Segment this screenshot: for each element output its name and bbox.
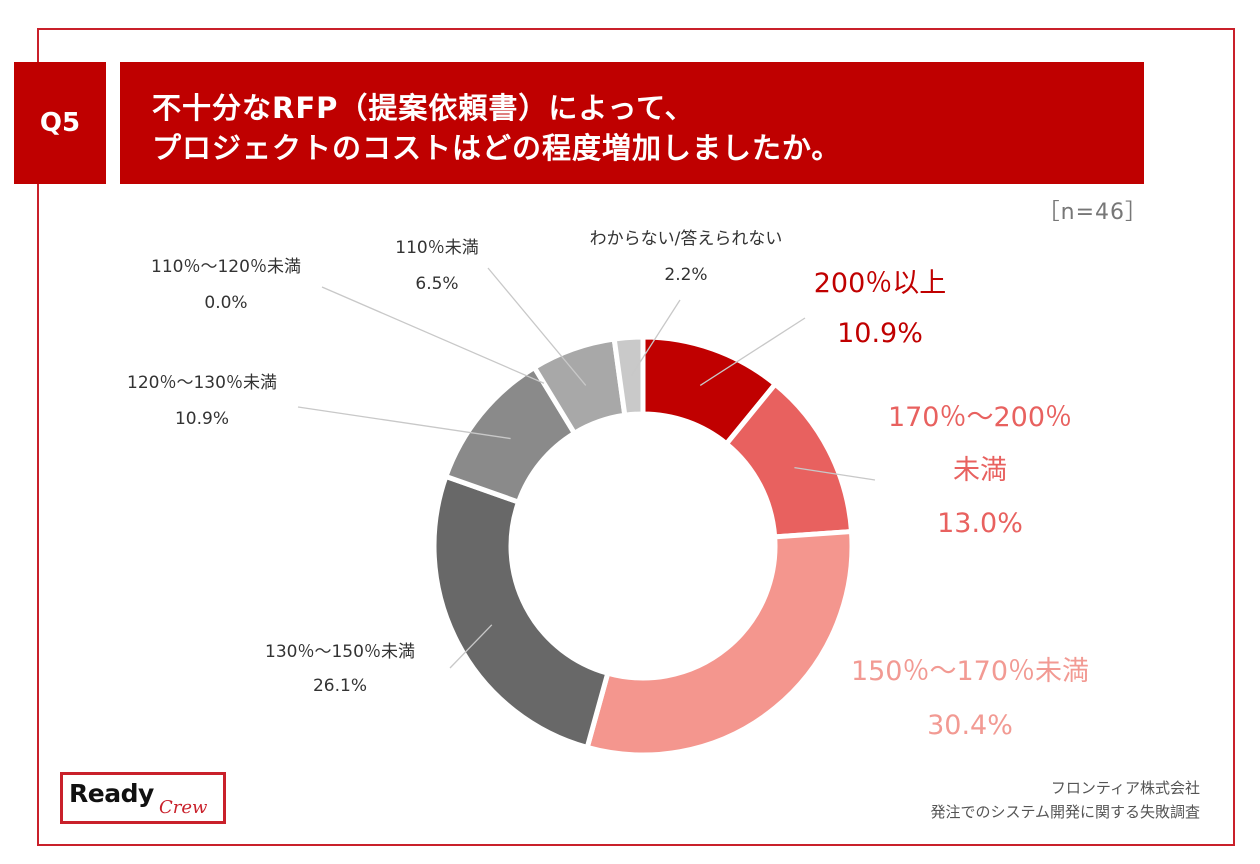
question-title-line-1: 不十分なRFP（提案依頼書）によって、 — [152, 91, 695, 125]
slice-value-6: 6.5% — [415, 274, 458, 294]
donut-slice-7 — [611, 334, 646, 419]
slice-value-0: 10.9% — [837, 318, 923, 349]
slice-label-7-0: わからない/答えられない — [590, 229, 783, 249]
question-title-bar: 不十分なRFP（提案依頼書）によって、 プロジェクトのコストはどの程度増加しまし… — [120, 62, 1144, 184]
slice-label-5-0: 110％～120％未満 — [151, 257, 301, 277]
leader-line-1 — [794, 466, 876, 481]
sample-size-label: ［n=46］ — [1037, 200, 1148, 225]
slice-value-2: 30.4% — [927, 710, 1013, 741]
slice-label-0-0: 200％以上 — [814, 268, 947, 299]
leader-line-3 — [449, 624, 493, 669]
ready-crew-logo: Ready Crew — [60, 772, 226, 824]
logo-text-ready: Ready — [69, 779, 154, 808]
source-survey: 発注でのシステム開発に関する失敗調査 — [930, 803, 1200, 821]
slice-value-5: 0.0% — [204, 293, 247, 313]
slice-label-2-0: 150％～170％未満 — [851, 656, 1089, 687]
slide-frame — [37, 28, 1235, 846]
slice-value-1: 13.0% — [937, 508, 1023, 539]
slice-value-7: 2.2% — [664, 265, 707, 285]
slice-value-3: 26.1% — [313, 676, 367, 696]
leader-line-0 — [699, 317, 806, 386]
slice-value-4: 10.9% — [175, 409, 229, 429]
question-number-badge: Q5 — [14, 62, 106, 184]
leader-line-6 — [487, 267, 587, 386]
leader-line-7 — [630, 299, 681, 377]
slice-label-3-0: 130％～150％未満 — [265, 642, 415, 662]
leader-line-5 — [321, 286, 545, 384]
donut-slice-3 — [431, 473, 611, 751]
logo-text-crew: Crew — [159, 797, 208, 818]
slice-label-4-0: 120％～130％未満 — [127, 373, 277, 393]
donut-slice-2 — [584, 528, 855, 758]
source-company: フロンティア株式会社 — [1050, 779, 1200, 797]
slice-label-1-1: 未満 — [953, 455, 1007, 486]
question-title-line-2: プロジェクトのコストはどの程度増加しましたか。 — [152, 131, 842, 165]
source-credit: フロンティア株式会社 発注でのシステム開発に関する失敗調査 — [930, 776, 1200, 824]
slice-label-1-0: 170％～200％ — [888, 402, 1072, 433]
leader-line-4 — [297, 406, 511, 440]
slice-label-6-0: 110％未満 — [395, 238, 478, 258]
